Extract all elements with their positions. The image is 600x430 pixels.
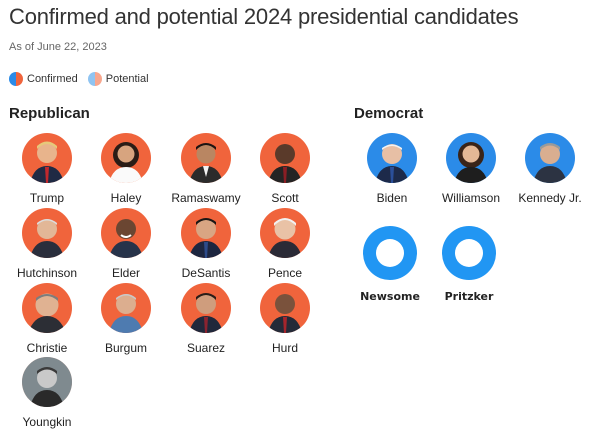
candidate-photo <box>181 133 231 183</box>
candidate-desantis[interactable]: DeSantis <box>166 208 246 280</box>
candidate-christie[interactable]: Christie <box>7 283 87 355</box>
candidate-hutchinson[interactable]: Hutchinson <box>7 208 87 280</box>
candidate-newsome[interactable]: Newsome <box>350 226 430 303</box>
republican-heading: Republican <box>9 105 90 122</box>
candidate-kennedy-jr[interactable]: Kennedy Jr. <box>510 133 590 205</box>
candidate-photo <box>101 208 151 258</box>
candidate-name: Suarez <box>186 341 226 355</box>
candidate-name: Christie <box>26 341 68 355</box>
candidate-williamson[interactable]: Williamson <box>431 133 511 205</box>
candidate-photo <box>260 283 310 333</box>
candidate-photo <box>260 133 310 183</box>
candidate-photo <box>101 133 151 183</box>
candidate-name: Hutchinson <box>16 266 78 280</box>
candidate-ramaswamy[interactable]: Ramaswamy <box>166 133 246 205</box>
candidate-haley[interactable]: Haley <box>86 133 166 205</box>
candidate-photo <box>101 283 151 333</box>
confirmed-swatch-icon <box>9 72 23 86</box>
candidate-biden[interactable]: Biden <box>352 133 432 205</box>
legend-confirmed-label: Confirmed <box>27 73 78 85</box>
potential-placeholder-icon <box>442 226 496 280</box>
candidate-name: Pence <box>267 266 303 280</box>
candidate-elder[interactable]: Elder <box>86 208 166 280</box>
democrat-heading: Democrat <box>354 105 424 122</box>
candidate-name: Ramaswamy <box>171 191 241 205</box>
candidate-scott[interactable]: Scott <box>245 133 325 205</box>
candidate-photo <box>22 357 72 407</box>
candidate-youngkin[interactable]: Youngkin <box>7 357 87 429</box>
candidate-name: Kennedy Jr. <box>518 191 582 205</box>
candidate-photo <box>260 208 310 258</box>
candidate-name: Trump <box>29 191 65 205</box>
legend: Confirmed Potential <box>9 72 149 86</box>
candidate-photo <box>22 133 72 183</box>
candidate-pritzker[interactable]: Pritzker <box>429 226 509 303</box>
candidate-name: Elder <box>111 266 140 280</box>
candidate-name: Biden <box>376 191 408 205</box>
candidate-photo <box>22 208 72 258</box>
candidate-name: Pritzker <box>444 290 494 303</box>
candidate-name: Burgum <box>104 341 148 355</box>
candidate-name: Newsome <box>360 290 420 303</box>
candidate-name: Williamson <box>441 191 500 205</box>
candidate-pence[interactable]: Pence <box>245 208 325 280</box>
potential-swatch-icon <box>87 72 102 86</box>
candidate-name: Scott <box>271 191 299 205</box>
candidate-suarez[interactable]: Suarez <box>166 283 246 355</box>
date-subtitle: As of June 22, 2023 <box>9 41 107 53</box>
candidate-photo <box>446 133 496 183</box>
candidate-photo <box>525 133 575 183</box>
legend-potential: Potential <box>87 72 149 86</box>
candidate-hurd[interactable]: Hurd <box>245 283 325 355</box>
candidate-name: Youngkin <box>22 415 72 429</box>
candidate-burgum[interactable]: Burgum <box>86 283 166 355</box>
candidate-name: Hurd <box>271 341 298 355</box>
candidate-photo <box>367 133 417 183</box>
candidate-photo <box>181 208 231 258</box>
candidate-photo <box>22 283 72 333</box>
page-title: Confirmed and potential 2024 presidentia… <box>9 4 519 29</box>
legend-confirmed: Confirmed <box>9 72 78 86</box>
candidate-trump[interactable]: Trump <box>7 133 87 205</box>
candidate-name: DeSantis <box>181 266 231 280</box>
candidate-name: Haley <box>110 191 142 205</box>
legend-potential-label: Potential <box>105 73 149 85</box>
potential-placeholder-icon <box>363 226 417 280</box>
candidate-photo <box>181 283 231 333</box>
